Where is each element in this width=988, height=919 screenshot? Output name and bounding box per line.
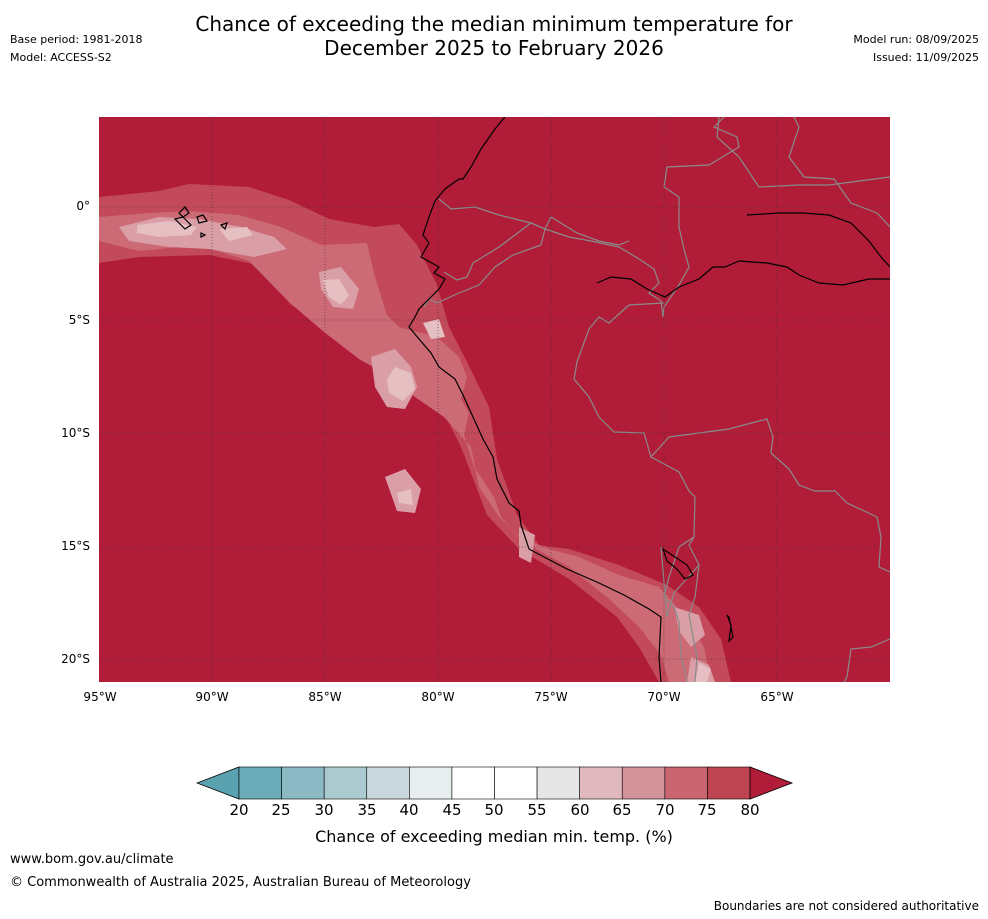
colorbar-tick-65: 65 — [612, 801, 632, 819]
colorbar-cells — [238, 766, 751, 800]
river-amazon — [596, 260, 890, 298]
colorbar-cell-70-75 — [664, 766, 708, 800]
colorbar-cell-50-55 — [494, 766, 538, 800]
border-brazil-venezuela — [716, 117, 890, 188]
lat-label-5s: 5°S — [68, 313, 90, 327]
coastline-pacific — [408, 117, 662, 682]
border-bolivia-brazil — [650, 418, 890, 573]
lat-label-10s: 10°S — [61, 426, 90, 440]
colorbar-tick-60: 60 — [570, 801, 590, 819]
colorbar-tick-80: 80 — [740, 801, 760, 819]
lon-label-85w: 85°W — [308, 690, 342, 704]
colorbar-cell-65-70 — [621, 766, 666, 800]
border-ecuador-peru — [423, 222, 546, 308]
river-negro — [746, 212, 890, 268]
galapagos-islands — [173, 206, 228, 238]
border-upper-right — [788, 117, 890, 228]
colorbar-cell-35-40 — [366, 766, 410, 800]
lake-titicaca — [661, 547, 694, 580]
lon-label-80w: 80°W — [421, 690, 455, 704]
colorbar-tick-55: 55 — [527, 801, 547, 819]
colorbar-tick-30: 30 — [314, 801, 334, 819]
lon-label-95w: 95°W — [83, 690, 117, 704]
model-name: Model: ACCESS-S2 — [10, 51, 112, 64]
map-canvas — [99, 117, 890, 682]
colorbar-tick-25: 25 — [271, 801, 291, 819]
colorbar-cell-40-45 — [409, 766, 453, 800]
lat-label-0: 0° — [76, 199, 90, 213]
lon-label-90w: 90°W — [195, 690, 229, 704]
colorbar-cell-75-80 — [707, 766, 751, 800]
border-peru-brazil — [573, 302, 700, 618]
lake-poopo — [726, 614, 734, 643]
colorbar-tick-40: 40 — [399, 801, 419, 819]
model-run: Model run: 08/09/2025 — [853, 33, 979, 46]
lat-label-15s: 15°S — [61, 539, 90, 553]
meta-left: Base period: 1981-2018 Model: ACCESS-S2 — [10, 31, 142, 67]
lat-label-20s: 20°S — [61, 652, 90, 666]
footer-url: www.bom.gov.au/climate — [10, 852, 174, 867]
colorbar-tick-35: 35 — [357, 801, 377, 819]
issued-date: Issued: 11/09/2025 — [872, 51, 979, 64]
border-chile-bolivia — [688, 564, 700, 682]
colorbar-low-arrow — [196, 766, 240, 800]
meta-right: Model run: 08/09/2025 Issued: 11/09/2025 — [853, 31, 979, 67]
map-panel — [99, 117, 890, 682]
border-bolivia-paraguay — [843, 638, 890, 682]
colorbar — [196, 766, 794, 800]
colorbar-tick-70: 70 — [655, 801, 675, 819]
title-line-1: Chance of exceeding the median minimum t… — [195, 12, 793, 36]
colorbar-cell-45-50 — [451, 766, 495, 800]
coastlines — [173, 117, 890, 682]
colorbar-high-arrow — [749, 766, 794, 800]
lon-label-75w: 75°W — [534, 690, 568, 704]
colorbar-tick-75: 75 — [697, 801, 717, 819]
colorbar-cell-20-25 — [238, 766, 282, 800]
colorbar-tick-45: 45 — [442, 801, 462, 819]
colorbar-tick-20: 20 — [229, 801, 249, 819]
colorbar-tick-50: 50 — [484, 801, 504, 819]
title-line-2: December 2025 to February 2026 — [324, 36, 664, 60]
colorbar-cell-55-60 — [536, 766, 580, 800]
country-borders — [423, 117, 890, 682]
map-title: Chance of exceeding the median minimum t… — [0, 12, 988, 60]
lon-label-65w: 65°W — [760, 690, 794, 704]
graticule — [99, 117, 890, 682]
footer-disclaimer: Boundaries are not considered authoritat… — [713, 899, 979, 913]
border-colombia-brazil — [544, 117, 740, 318]
base-period: Base period: 1981-2018 — [10, 33, 143, 46]
contour-70 — [99, 211, 711, 682]
colorbar-cell-25-30 — [281, 766, 325, 800]
lon-label-70w: 70°W — [647, 690, 681, 704]
colorbar-label: Chance of exceeding median min. temp. (%… — [315, 827, 673, 846]
footer-copyright: © Commonwealth of Australia 2025, Austra… — [10, 875, 471, 890]
colorbar-cell-30-35 — [323, 766, 368, 800]
colorbar-cell-60-65 — [579, 766, 623, 800]
